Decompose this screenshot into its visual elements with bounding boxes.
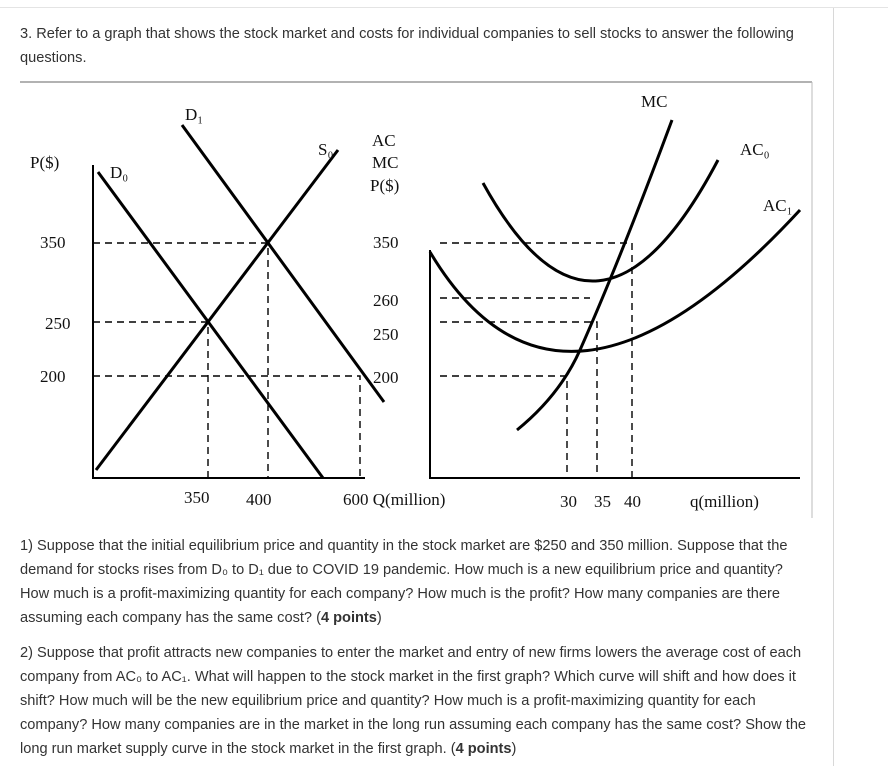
curve-label: MC [641,92,667,111]
part-text: ) [376,610,382,626]
curve-label: AC₀ [740,140,770,159]
dashed-line [440,375,568,478]
mc-curve [516,119,674,432]
y-label: 200 [40,367,66,386]
part-text: ) [511,741,517,757]
curve-label: S₀ [318,140,333,159]
y-label: 350 [40,233,66,252]
x-label: 350 [184,488,210,507]
x-label: 400 [246,490,272,509]
curve-label: AC₁ [763,196,793,215]
ac0-curve [481,159,720,283]
x-axis-label: q(million) [690,492,759,511]
demand-d0 [96,171,325,479]
dashed-line [440,321,598,478]
part-text: 2) Suppose that profit attracts new comp… [20,645,807,757]
axes [429,250,800,479]
ac1-curve [428,208,802,353]
axes [92,165,365,479]
part-2: 2) Suppose that profit attracts new comp… [20,641,810,761]
dashed-line [440,242,633,478]
y-axis-label: MC [372,153,398,172]
y-axis-label: P($) [370,176,399,195]
x-label: 35 [594,492,611,511]
y-axis-label: P($) [30,153,59,172]
x-label: 30 [560,492,577,511]
y-label: 260 [373,291,399,310]
y-label: 350 [373,233,399,252]
curve-label: D₁ [185,105,203,124]
figure: P($) 350 250 200 350 400 600 Q(million) … [20,81,813,518]
points: 4 points [455,741,512,757]
demand-d1 [180,124,386,403]
side-rule [833,8,834,766]
part-1: 1) Suppose that the initial equilibrium … [20,534,810,630]
x-label: 40 [624,492,641,511]
question-title: 3. Refer to a graph that shows the stock… [20,26,794,66]
y-label: 250 [45,314,71,333]
dashed-line [93,375,361,478]
x-axis-label: 600 Q(million) [343,490,445,509]
supply-s0 [94,149,340,471]
curve-label: D₀ [110,163,128,182]
y-axis-label: AC [372,131,396,150]
top-rule [0,7,888,8]
y-label: 200 [373,368,399,387]
y-label: 250 [373,325,399,344]
points: 4 points [320,610,377,626]
part-text: 1) Suppose that the initial equilibrium … [20,538,788,626]
